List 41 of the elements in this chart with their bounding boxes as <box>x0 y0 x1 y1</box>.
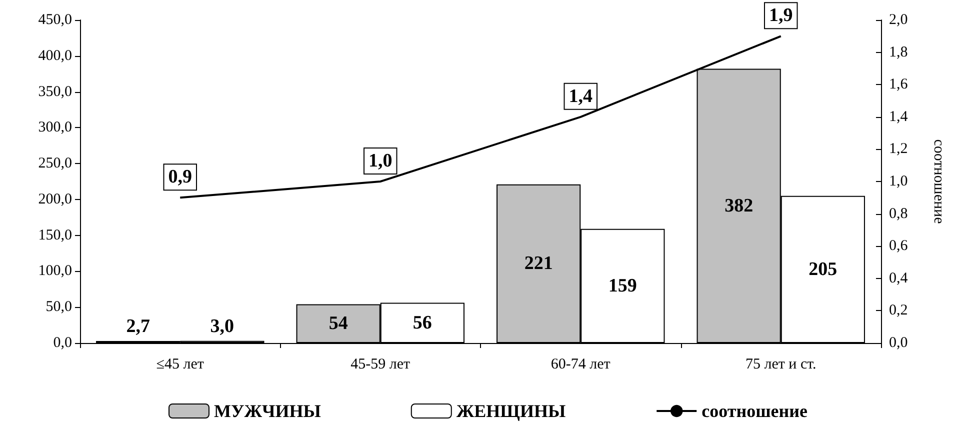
data-label: 2,7 <box>126 316 150 338</box>
data-label: 3,0 <box>210 316 234 337</box>
data-label: 56 <box>412 312 432 334</box>
y-tick-label: 250,0 <box>38 156 72 172</box>
y2-tick-label: 0,6 <box>889 238 908 254</box>
data-label: 221 <box>524 253 553 274</box>
y-tick-label: 350,0 <box>38 84 72 100</box>
x-tick-label: 75 лет и ст. <box>745 356 816 372</box>
y-tick-label: 200,0 <box>38 191 72 208</box>
x-tick-label: 60-74 лет <box>550 356 611 372</box>
data-label: 1,9 <box>769 5 793 26</box>
data-label: 0,9 <box>168 166 192 188</box>
data-label: 54 <box>328 313 348 334</box>
data-label: 382 <box>724 195 754 216</box>
y-tick-label: 50,0 <box>46 299 72 316</box>
legend-label: МУЖЧИНЫ <box>214 401 322 421</box>
x-tick-label: ≤45 лет <box>156 356 204 372</box>
y2-tick-label: 2,0 <box>889 12 908 28</box>
y-tick-label: 450,0 <box>38 12 72 28</box>
y2-tick-label: 1,6 <box>889 76 908 93</box>
data-label: 1,4 <box>568 86 593 107</box>
y-tick-label: 150,0 <box>38 227 72 244</box>
legend-label: ЖЕНЩИНЫ <box>456 401 566 421</box>
data-label: 1,0 <box>368 150 392 172</box>
y-tick-label: 0,0 <box>53 335 72 351</box>
data-label: 205 <box>808 258 838 280</box>
y2-tick-label: 0,4 <box>889 270 908 286</box>
y2-tick-label: 1,0 <box>889 174 908 190</box>
y2-tick-label: 1,4 <box>889 108 908 125</box>
y2-tick-label: 0,0 <box>889 335 908 351</box>
y2-tick-label: 1,2 <box>889 141 908 158</box>
x-tick-label: 45-59 лет <box>350 356 411 372</box>
y2-tick-label: 0,8 <box>889 206 908 222</box>
y-tick-label: 400,0 <box>38 48 72 64</box>
legend-label: соотношение <box>702 401 808 421</box>
y2-tick-label: 0,2 <box>889 302 908 319</box>
y2-axis-title: соотношение <box>930 139 946 224</box>
y-tick-label: 100,0 <box>38 263 72 280</box>
y-tick-label: 300,0 <box>38 120 72 136</box>
data-label: 159 <box>608 275 637 296</box>
y2-tick-label: 1,8 <box>889 44 908 60</box>
